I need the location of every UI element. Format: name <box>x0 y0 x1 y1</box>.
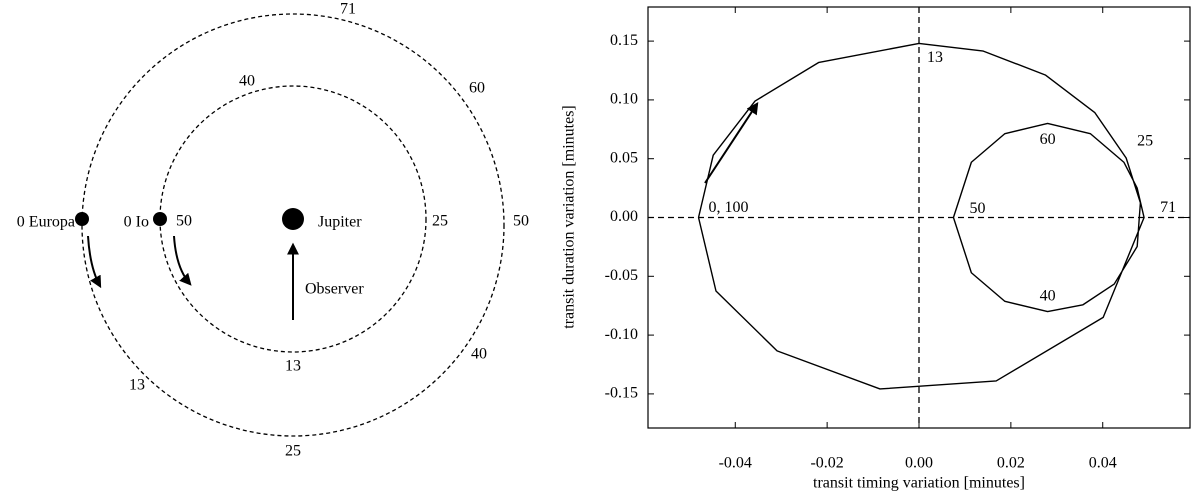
y-tick-label: 0.05 <box>610 149 638 166</box>
io-motion-arrow <box>173 235 192 286</box>
europa-motion-arrow <box>87 235 102 289</box>
x-axis-label: transit timing variation [minutes] <box>813 475 1025 492</box>
phase-label: 13 <box>129 377 145 394</box>
observer-label: Observer <box>305 281 364 298</box>
point-label: 60 <box>1040 131 1056 148</box>
phase-label: 13 <box>285 358 301 375</box>
y-tick-label: 0.15 <box>610 32 638 49</box>
point-label: 40 <box>1040 287 1056 304</box>
phase-label: 60 <box>469 80 485 97</box>
phase-label: 40 <box>471 346 487 363</box>
phase-label: 71 <box>340 1 356 18</box>
point-label: 25 <box>1137 133 1153 150</box>
orbit-diagram: 0 Europa 0 Io Jupiter Observer 40 25 13 … <box>17 1 529 460</box>
io-orbit <box>159 85 427 353</box>
io <box>153 212 167 226</box>
body-label: 0 Europa <box>17 214 75 231</box>
europa <box>75 212 89 226</box>
jupiter <box>282 208 304 230</box>
x-tick-label: 0.02 <box>997 455 1025 472</box>
direction-arrow <box>704 101 759 184</box>
x-tick-label: 0.04 <box>1089 455 1117 472</box>
x-tick-label: 0.00 <box>905 455 933 472</box>
point-label: 0, 100 <box>709 199 749 216</box>
x-tick-label: -0.04 <box>719 455 752 472</box>
x-tick-label: -0.02 <box>810 455 843 472</box>
y-tick-label: 0.10 <box>610 91 638 108</box>
point-label: 71 <box>1160 199 1176 216</box>
curve <box>697 42 1145 390</box>
body-label: 0 Io <box>124 214 149 231</box>
y-tick-label: -0.10 <box>605 326 638 343</box>
phase-label: 50 <box>176 213 192 230</box>
y-tick-label: -0.15 <box>605 385 638 402</box>
phase-label: 25 <box>432 213 448 230</box>
y-axis-label: transit duration variation [minutes] <box>561 105 578 329</box>
body-label: Jupiter <box>318 214 362 231</box>
phase-label: 25 <box>285 443 301 460</box>
y-tick-label: 0.00 <box>610 208 638 225</box>
europa-orbit <box>81 13 505 437</box>
point-label: 50 <box>969 200 985 217</box>
phase-label: 50 <box>513 213 529 230</box>
phase-label: 40 <box>239 73 255 90</box>
y-tick-label: -0.05 <box>605 267 638 284</box>
point-label: 13 <box>927 49 943 66</box>
